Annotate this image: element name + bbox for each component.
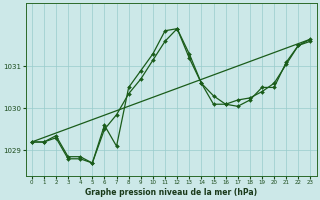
X-axis label: Graphe pression niveau de la mer (hPa): Graphe pression niveau de la mer (hPa) [85, 188, 257, 197]
